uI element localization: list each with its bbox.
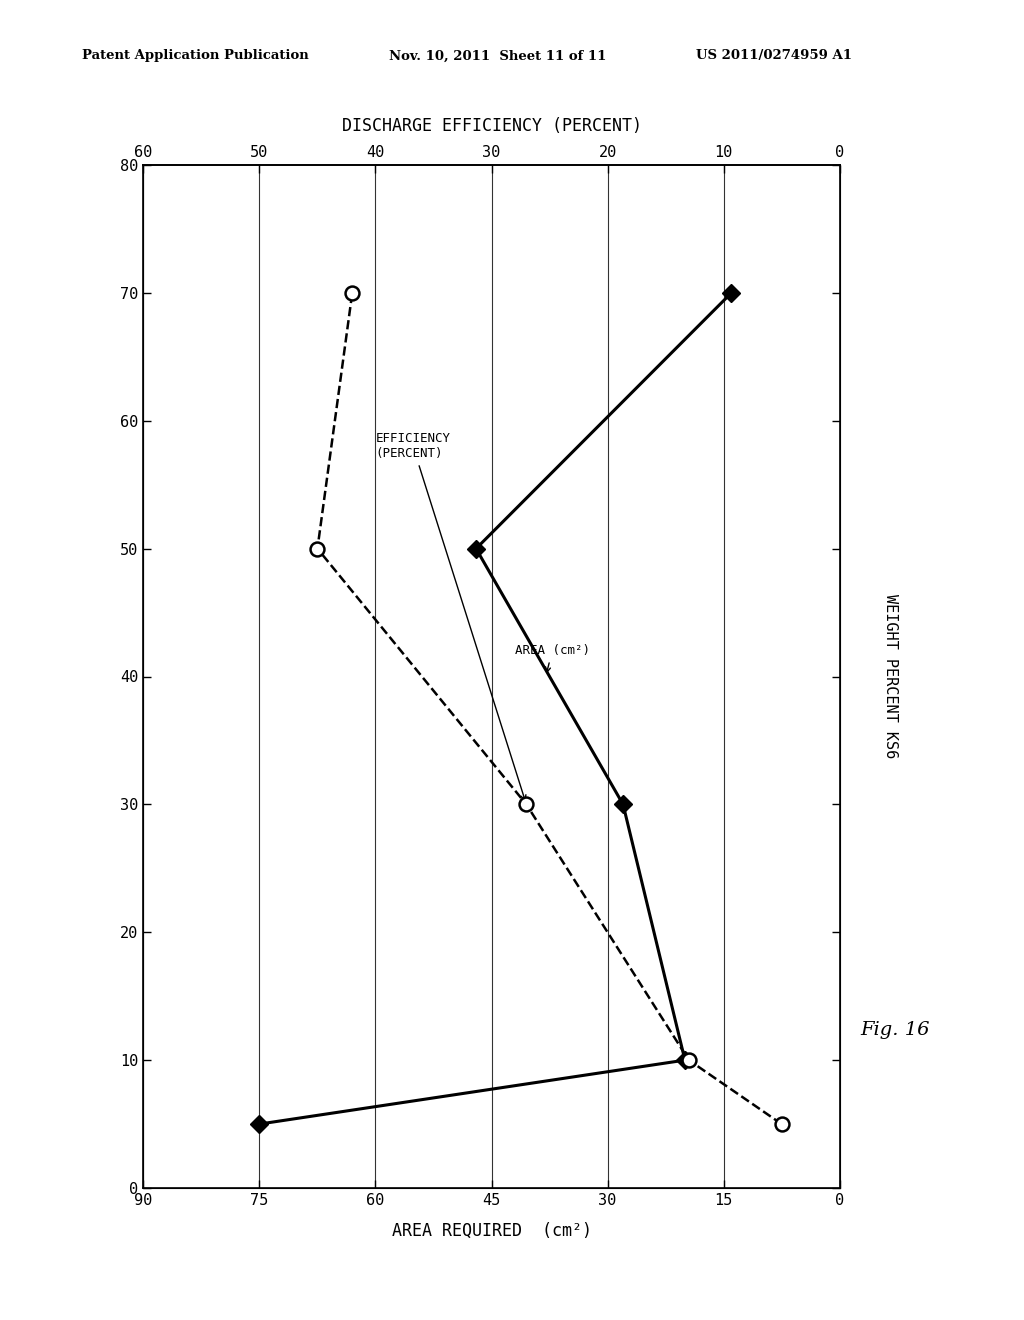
Text: EFFICIENCY
(PERCENT): EFFICIENCY (PERCENT)	[376, 433, 526, 800]
X-axis label: DISCHARGE EFFICIENCY (PERCENT): DISCHARGE EFFICIENCY (PERCENT)	[342, 117, 641, 135]
X-axis label: AREA REQUIRED  (cm²): AREA REQUIRED (cm²)	[391, 1222, 592, 1239]
Text: WEIGHT PERCENT KS6: WEIGHT PERCENT KS6	[884, 594, 898, 759]
Text: Patent Application Publication: Patent Application Publication	[82, 49, 308, 62]
Text: Nov. 10, 2011  Sheet 11 of 11: Nov. 10, 2011 Sheet 11 of 11	[389, 49, 606, 62]
Text: US 2011/0274959 A1: US 2011/0274959 A1	[696, 49, 852, 62]
Text: AREA (cm²): AREA (cm²)	[515, 644, 590, 672]
Text: Fig. 16: Fig. 16	[860, 1020, 930, 1039]
